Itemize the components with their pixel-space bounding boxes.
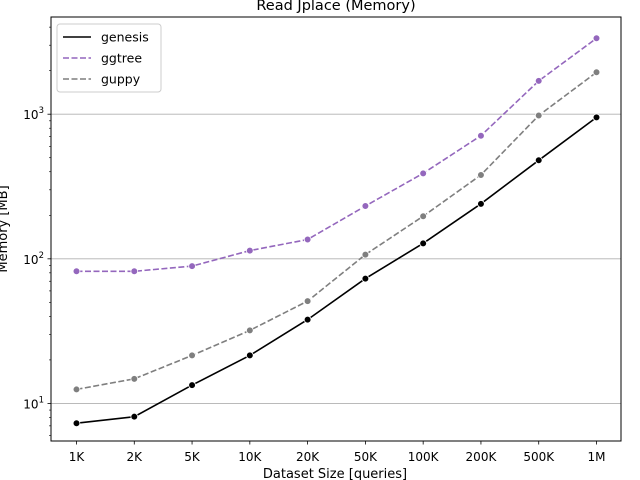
x-axis: 1K 2K 5K 10K 20K 50K 100K 200K 500K 1M: [69, 441, 606, 464]
legend-label-genesis: genesis: [101, 30, 149, 45]
data-point-guppy: [130, 375, 139, 383]
series-line-guppy: [76, 71, 597, 391]
x-tick-label: 20K: [296, 450, 320, 464]
x-tick-label: 500K: [523, 450, 555, 464]
data-point-ggtree: [419, 169, 427, 178]
data-point-genesis: [592, 113, 601, 122]
data-point-guppy: [246, 326, 254, 335]
data-point-genesis: [72, 419, 81, 428]
data-point-guppy: [534, 111, 543, 120]
y-tick-exponent: 1: [39, 395, 44, 405]
gridlines: [51, 113, 621, 404]
chart-title: Read Jplace (Memory): [256, 0, 415, 14]
data-point-genesis: [361, 274, 370, 283]
series-guppy: [72, 68, 601, 394]
series-ggtree: [72, 34, 601, 276]
data-point-ggtree: [246, 246, 254, 255]
data-point-ggtree: [188, 262, 196, 270]
data-point-guppy: [592, 68, 601, 77]
x-tick-label: 200K: [466, 450, 498, 464]
data-point-genesis: [303, 315, 312, 324]
data-point-genesis: [188, 381, 196, 389]
data-point-ggtree: [303, 235, 312, 244]
data-point-genesis: [534, 156, 543, 165]
data-point-guppy: [72, 385, 81, 394]
legend: genesis ggtree guppy: [56, 23, 162, 93]
series-line-genesis: [76, 116, 597, 424]
x-tick-label: 5K: [184, 450, 201, 464]
data-point-ggtree: [534, 77, 543, 85]
data-point-guppy: [303, 297, 312, 305]
data-point-ggtree: [361, 202, 370, 210]
y-axis-label: Memory [MB]: [0, 185, 11, 272]
data-point-ggtree: [477, 131, 485, 140]
data-point-ggtree: [130, 267, 139, 276]
data-point-ggtree: [592, 34, 601, 43]
x-tick-label: 50K: [354, 450, 378, 464]
x-axis-label: Dataset Size [queries]: [263, 467, 407, 480]
data-point-guppy: [361, 250, 370, 259]
x-tick-label: 1M: [588, 450, 606, 464]
x-tick-label: 100K: [408, 450, 440, 464]
data-point-genesis: [246, 351, 254, 360]
data-point-genesis: [419, 239, 427, 248]
series-group: [72, 34, 601, 428]
data-point-genesis: [130, 412, 139, 421]
data-point-guppy: [419, 212, 427, 221]
series-line-ggtree: [76, 37, 597, 273]
data-point-guppy: [477, 171, 485, 179]
x-tick-label: 10K: [238, 450, 262, 464]
legend-label-guppy: guppy: [101, 72, 141, 87]
y-tick-exponent: 3: [39, 106, 44, 116]
x-tick-label: 1K: [69, 450, 86, 464]
legend-label-ggtree: ggtree: [101, 51, 142, 66]
x-tick-label: 2K: [127, 450, 144, 464]
data-point-genesis: [477, 200, 485, 208]
data-point-ggtree: [72, 267, 81, 276]
legend-box: [56, 23, 162, 93]
data-point-guppy: [188, 351, 196, 360]
series-genesis: [72, 113, 601, 428]
plot-frame: [50, 16, 622, 442]
y-tick-exponent: 2: [39, 251, 44, 261]
